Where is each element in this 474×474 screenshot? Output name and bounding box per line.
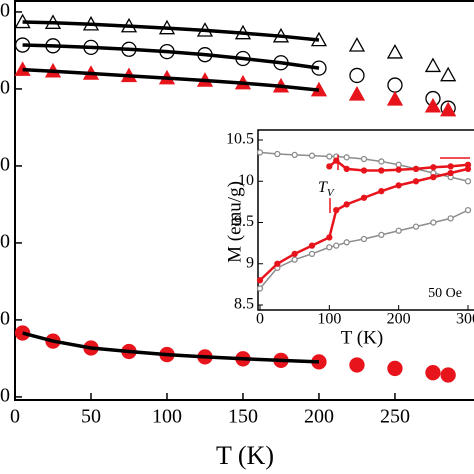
x-tick-label: 50 xyxy=(81,406,101,428)
point xyxy=(412,165,420,173)
point xyxy=(430,219,437,226)
point xyxy=(360,194,368,201)
point xyxy=(343,239,350,246)
point xyxy=(395,182,402,189)
point xyxy=(256,285,264,292)
point xyxy=(447,169,454,177)
inset-annotation: 50 Oe xyxy=(428,286,462,301)
y-tick-label: 90 xyxy=(0,77,10,99)
point xyxy=(256,277,264,284)
point xyxy=(348,85,366,101)
inset-y-tick-label: 10.5 xyxy=(226,131,254,148)
x-tick-label: 100 xyxy=(152,406,182,428)
point xyxy=(291,250,298,258)
inset-y-label: M (emu/g) xyxy=(224,181,245,263)
y-tick-label: 110 xyxy=(0,0,10,22)
point xyxy=(360,155,368,163)
point xyxy=(349,67,365,84)
x-tick-label: 0 xyxy=(10,406,20,428)
point xyxy=(464,161,472,168)
series-line xyxy=(22,43,320,70)
point xyxy=(326,234,333,241)
point xyxy=(343,165,350,173)
point xyxy=(425,365,441,381)
inset-y-tick-label: 10 xyxy=(238,172,254,189)
point xyxy=(424,97,442,113)
point xyxy=(308,242,316,249)
inset-x-tick-label: 200 xyxy=(387,311,411,328)
inset-x-tick-label: 100 xyxy=(317,311,341,328)
point xyxy=(333,206,340,214)
transition-sub: V xyxy=(327,187,335,199)
point xyxy=(256,149,264,156)
point xyxy=(348,37,366,52)
point xyxy=(440,367,456,383)
inset-x-tick-label: 0 xyxy=(256,311,264,328)
point xyxy=(308,250,316,258)
series-line xyxy=(328,159,469,172)
point xyxy=(360,167,368,174)
point xyxy=(387,360,403,377)
main-series xyxy=(14,13,457,383)
point xyxy=(349,357,365,373)
point xyxy=(378,158,385,165)
point xyxy=(412,178,420,185)
point xyxy=(326,163,333,170)
inset-y-tick-label: 9 xyxy=(246,254,254,271)
point xyxy=(378,187,385,195)
y-tick-label: 10 xyxy=(0,385,10,407)
transition-text: T xyxy=(318,179,328,196)
point xyxy=(291,256,298,263)
point xyxy=(274,260,281,267)
point xyxy=(386,90,404,106)
point xyxy=(308,152,316,159)
point xyxy=(430,173,437,181)
x-axis-label: T (K) xyxy=(216,441,274,470)
point xyxy=(343,201,350,208)
y-tick-label: 70 xyxy=(0,154,10,176)
point xyxy=(447,163,454,170)
x-tick-label: 200 xyxy=(304,406,334,428)
point xyxy=(333,242,340,249)
point xyxy=(464,178,472,185)
point xyxy=(412,223,420,230)
series-line xyxy=(22,20,320,42)
series-line xyxy=(22,331,320,364)
inset-x-tick-label: 300 xyxy=(456,311,474,328)
point xyxy=(395,161,402,168)
inset-background xyxy=(257,129,474,311)
point xyxy=(343,154,350,161)
point xyxy=(326,153,333,160)
point xyxy=(360,235,368,243)
point xyxy=(395,227,402,234)
inset-y-tick-label: 8.5 xyxy=(234,296,254,313)
inset-y-tick-label: 9.5 xyxy=(234,213,254,230)
point xyxy=(274,150,281,158)
y-tick-label: 30 xyxy=(0,308,10,330)
point xyxy=(378,167,385,174)
point xyxy=(387,77,403,93)
y-tick-label: 50 xyxy=(0,231,10,253)
point xyxy=(464,206,472,214)
series-line xyxy=(22,67,320,92)
inset-x-label: T (K) xyxy=(341,327,383,348)
point xyxy=(447,215,454,222)
transition-label: TV xyxy=(318,179,335,199)
point xyxy=(430,164,437,171)
point xyxy=(386,44,404,59)
inset-series xyxy=(256,149,472,292)
plot-frame xyxy=(14,0,474,401)
x-tick-label: 250 xyxy=(380,406,410,428)
point xyxy=(378,231,385,239)
point xyxy=(395,166,402,173)
point xyxy=(440,101,457,117)
point xyxy=(440,66,457,82)
point xyxy=(424,57,442,73)
point xyxy=(291,151,298,159)
x-tick-label: 150 xyxy=(228,406,258,428)
point xyxy=(326,244,333,251)
